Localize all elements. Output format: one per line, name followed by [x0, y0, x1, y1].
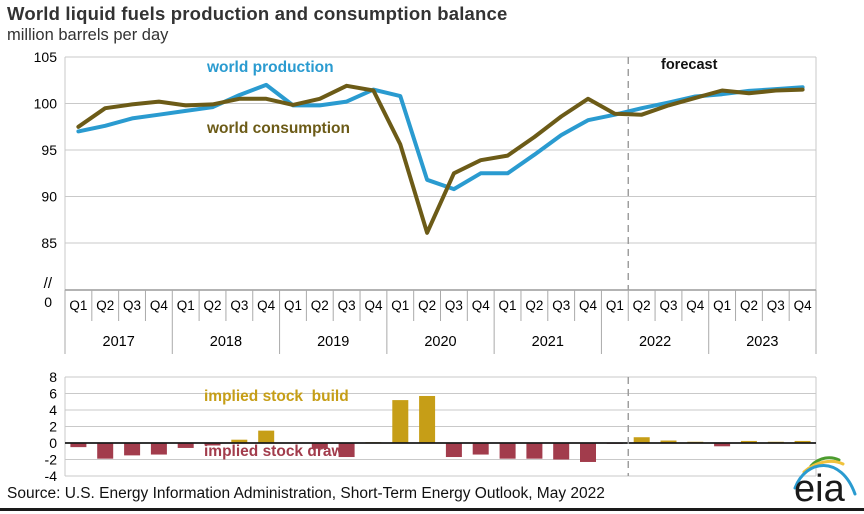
stock-draw-bar: [150, 443, 167, 455]
tick-label: Q3: [552, 298, 570, 313]
tick-label: 85: [41, 235, 57, 251]
stock-draw-bar: [124, 443, 141, 456]
consumption-line: [76, 83, 805, 235]
tick-label: 4: [49, 402, 57, 418]
tick-label: Q3: [445, 298, 463, 313]
tick-label: Q2: [418, 298, 436, 313]
tick-label: 100: [34, 96, 58, 112]
legend-world-production: world production: [207, 59, 334, 76]
stock-build-bar: [231, 439, 248, 443]
tick-label: Q4: [150, 298, 169, 313]
tick-label: Q1: [391, 298, 409, 313]
eia-logo: eia: [793, 456, 857, 507]
tick-label: Q1: [499, 298, 517, 313]
stock-draw-bar: [70, 443, 87, 448]
tick-label: Q3: [659, 298, 677, 313]
tick-label: 2019: [317, 334, 349, 350]
stock-draw-bar: [97, 443, 114, 459]
stock-draw-bar: [311, 443, 328, 449]
stock-draw-bar: [714, 443, 731, 447]
tick-label: 0: [49, 435, 57, 451]
source-attribution: Source: U.S. Energy Information Administ…: [7, 485, 605, 502]
tick-label: Q1: [713, 298, 731, 313]
stock-draw-bar: [204, 443, 221, 446]
tick-label: Q2: [740, 298, 758, 313]
tick-label: Q2: [96, 298, 114, 313]
tick-label: 90: [41, 189, 57, 205]
stock-build-bar: [392, 400, 409, 443]
top-line-chart: 105 100 95 90 85 // 0 Q1 Q2 Q3 Q4 Q1 Q2 Q3 Q4 Q1 Q2 Q3 Q4 Q…: [34, 49, 817, 354]
tick-label: Q4: [686, 298, 705, 313]
tick-label: Q1: [284, 298, 302, 313]
tick-label: Q4: [794, 298, 813, 313]
tick-label: Q4: [579, 298, 598, 313]
stock-draw-bar: [580, 443, 596, 462]
eia-logo-green-arc: [809, 456, 841, 468]
tick-label: Q1: [606, 298, 624, 313]
chart-title: World liquid fuels production and consum…: [7, 3, 508, 24]
tick-label: 95: [41, 142, 57, 158]
tick-label: Q2: [525, 298, 543, 313]
tick-label: 2017: [103, 334, 135, 350]
tick-label: Q3: [767, 298, 785, 313]
tick-label: 8: [49, 369, 57, 385]
tick-label: -2: [45, 452, 58, 468]
stock-build-bar: [258, 430, 275, 444]
bottom-divider: [0, 508, 864, 511]
eia-logo-text: eia: [794, 468, 846, 507]
forecast-label: forecast: [661, 57, 718, 73]
tick-label: Q2: [633, 298, 651, 313]
legend-implied-stock-draw: implied stock draw: [204, 443, 344, 460]
tick-label: 6: [49, 386, 57, 402]
tick-label: Q4: [257, 298, 276, 313]
stock-draw-bar: [338, 443, 355, 458]
stock-draw-bar: [445, 443, 462, 458]
stock-build-bar: [419, 395, 436, 443]
stock-build-bar: [794, 440, 811, 443]
tick-label: 2022: [639, 334, 671, 350]
tick-label: -4: [45, 468, 58, 484]
tick-label: 2: [49, 419, 57, 435]
tick-label: 2020: [424, 334, 456, 350]
tick-label: 2018: [210, 334, 242, 350]
tick-label: 2023: [746, 334, 778, 350]
production-line: [76, 82, 805, 192]
tick-label: Q4: [364, 298, 383, 313]
stock-draw-bar: [472, 443, 489, 455]
tick-label: Q2: [311, 298, 329, 313]
tick-label: Q1: [177, 298, 195, 313]
stock-build-bar: [740, 440, 757, 443]
stock-draw-bar: [499, 443, 516, 459]
stock-build-bar: [660, 440, 677, 443]
tick-label: Q3: [338, 298, 356, 313]
stock-draw-bar: [526, 443, 543, 459]
tick-label: 0: [44, 294, 52, 310]
legend-implied-stock-build: implied stock build: [204, 388, 349, 405]
eia-logo-blue-arc: [793, 464, 857, 496]
tick-label: //: [44, 275, 53, 292]
stock-draw-bar: [177, 443, 194, 448]
tick-label: Q4: [472, 298, 491, 313]
tick-label: Q1: [69, 298, 87, 313]
stock-build-bar: [633, 437, 650, 443]
tick-label: Q3: [123, 298, 141, 313]
stock-draw-bar: [553, 443, 570, 460]
tick-label: Q3: [230, 298, 248, 313]
chart-unit-label: million barrels per day: [7, 26, 169, 44]
legend-world-consumption: world consumption: [207, 120, 350, 137]
tick-label: Q2: [204, 298, 222, 313]
tick-label: 2021: [532, 334, 564, 350]
tick-label: 105: [34, 49, 58, 65]
